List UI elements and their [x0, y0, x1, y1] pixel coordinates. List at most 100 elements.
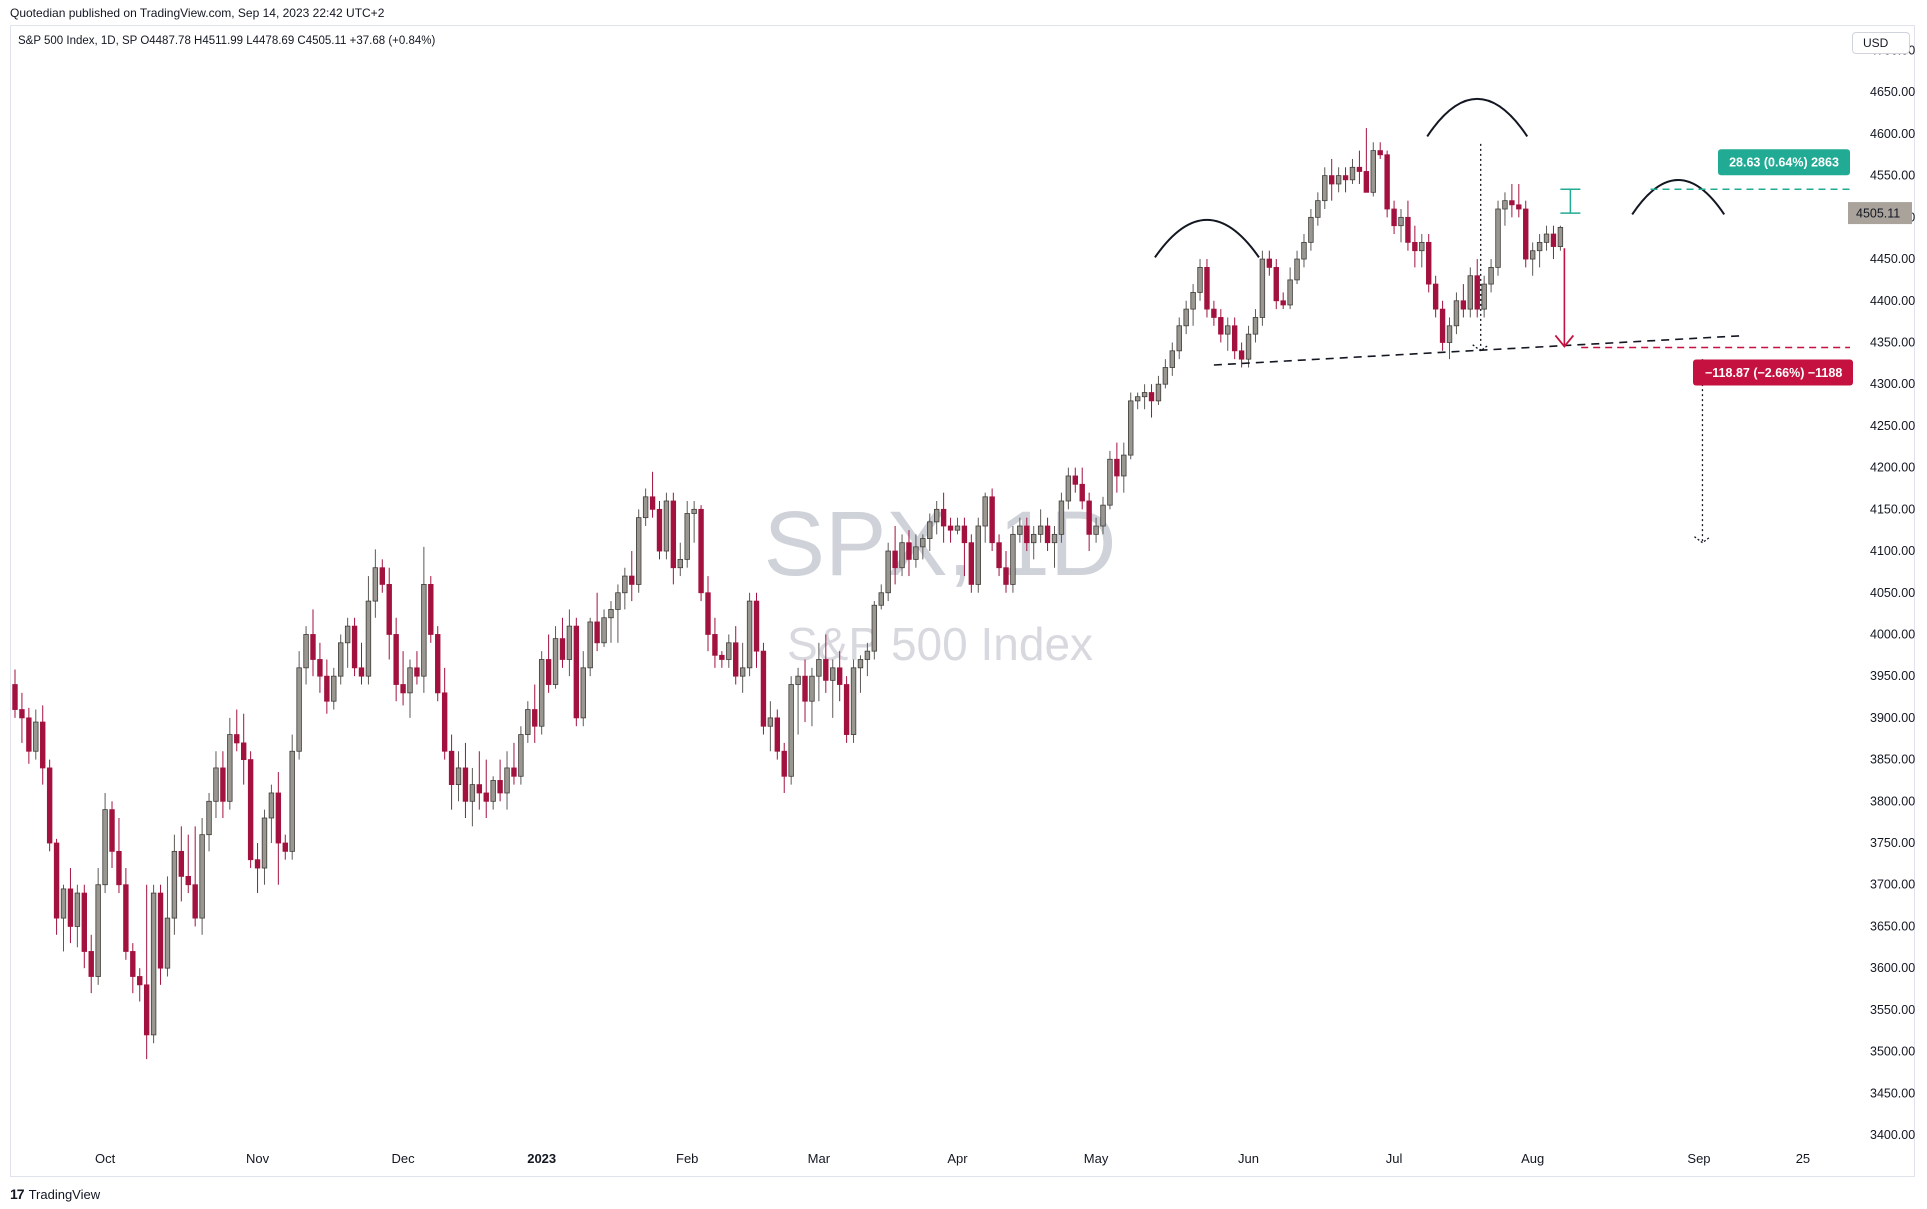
candle-down	[254, 843, 261, 894]
candle-body	[1370, 150, 1376, 193]
candle-up	[1259, 250, 1266, 326]
candle-body	[324, 675, 330, 702]
candle-down	[414, 651, 420, 685]
candle-body	[691, 508, 697, 514]
candle-down	[629, 551, 635, 602]
candle-body	[857, 659, 864, 669]
candle-down	[511, 742, 517, 785]
candle-body	[642, 496, 649, 519]
candle-down	[1391, 200, 1397, 235]
candle-body	[608, 609, 614, 619]
candle-down	[1072, 467, 1078, 493]
candle-body	[1051, 533, 1058, 544]
candle-body	[143, 984, 150, 1036]
candle-body	[227, 734, 233, 802]
candle-body	[1197, 266, 1203, 293]
candle-body	[781, 750, 787, 777]
candle-up	[1557, 225, 1564, 251]
candle-down	[1439, 300, 1446, 351]
candle-up	[1128, 392, 1134, 460]
candle-body	[1218, 317, 1224, 335]
candle-down	[275, 772, 282, 885]
candle-body	[532, 709, 538, 727]
head-arc	[1426, 98, 1529, 137]
candle-body	[400, 684, 406, 694]
candle-up	[899, 534, 905, 577]
candle-down	[573, 617, 580, 727]
candle-body	[538, 659, 545, 727]
candle-body	[1245, 333, 1252, 360]
neckline	[1213, 335, 1741, 366]
candle-up	[455, 751, 462, 802]
time-tick-label: Mar	[808, 1151, 831, 1166]
candle-up	[289, 734, 295, 860]
chart-area[interactable]	[10, 25, 1915, 1177]
candle-down	[961, 517, 968, 577]
candle-body	[843, 684, 850, 735]
price-tick-label: 4600.00	[1870, 127, 1915, 141]
candle-up	[1453, 292, 1460, 335]
time-tick-label: Nov	[246, 1151, 270, 1166]
price-tick-label: 3550.00	[1870, 1003, 1915, 1017]
candle-body	[684, 513, 690, 560]
candle-body	[1259, 258, 1266, 318]
candle-down	[46, 759, 53, 852]
candle-down	[1003, 551, 1009, 593]
candle-down	[670, 492, 677, 585]
candle-body	[60, 888, 67, 919]
candle-body	[1349, 166, 1356, 181]
candle-body	[656, 508, 663, 552]
candle-down	[441, 667, 448, 760]
price-tick-label: 3850.00	[1870, 753, 1915, 767]
candle-body	[719, 654, 725, 660]
candle-body	[753, 600, 760, 652]
candle-body	[615, 592, 621, 610]
candle-down	[137, 968, 143, 1002]
candle-body	[1079, 483, 1085, 502]
candle-up	[296, 651, 302, 760]
candle-up	[1502, 192, 1508, 226]
candle-down	[240, 713, 247, 785]
candle-body	[1502, 200, 1508, 210]
candle-body	[247, 759, 254, 861]
candle-body	[663, 500, 670, 552]
candle-body	[1391, 208, 1397, 227]
candle-body	[137, 976, 143, 986]
candle-down	[476, 751, 483, 810]
candle-body	[975, 525, 981, 585]
candle-up	[469, 767, 476, 827]
candle-up	[213, 751, 219, 818]
price-tick-label: 4300.00	[1870, 377, 1915, 391]
candle-up	[809, 667, 815, 727]
candle-up	[608, 601, 614, 643]
time-axis[interactable]: Oct Nov Dec 2023 Feb Mar Apr May Jun Jul Aug Sep 25	[95, 1151, 1810, 1166]
candle-up	[490, 776, 496, 810]
candle-body	[830, 667, 836, 681]
candle-up	[1183, 300, 1189, 335]
candle-body	[802, 675, 808, 702]
candle-body	[1529, 250, 1536, 260]
price-tick-label: 4450.00	[1870, 252, 1915, 266]
pattern-annotations: 28.63 (0.64%) 2863 −118.87 (−2.66%) −1188…	[1154, 98, 1912, 544]
candle-body	[954, 525, 961, 531]
tradingview-logo[interactable]: 17 TradingView	[10, 1186, 100, 1202]
candle-up	[642, 488, 649, 527]
candle-body	[483, 792, 489, 802]
time-tick-label: Feb	[676, 1151, 698, 1166]
candle-body	[414, 667, 420, 677]
candle-body	[317, 659, 323, 677]
candle-body	[1148, 392, 1155, 402]
symbol-legend[interactable]: S&P 500 Index, 1D, SP O4487.78 H4511.99 …	[18, 35, 436, 47]
candle-down	[448, 734, 455, 810]
candle-body	[760, 650, 767, 727]
candle-down	[843, 676, 850, 743]
candle-up	[1010, 526, 1016, 593]
target-projection-arrow	[1694, 536, 1711, 544]
candle-body	[823, 659, 829, 681]
candle-body	[1121, 454, 1127, 477]
candle-up	[1141, 384, 1148, 410]
currency-selector[interactable]: USD	[1852, 32, 1910, 54]
candle-body	[622, 575, 628, 594]
candle-body	[1557, 226, 1564, 247]
